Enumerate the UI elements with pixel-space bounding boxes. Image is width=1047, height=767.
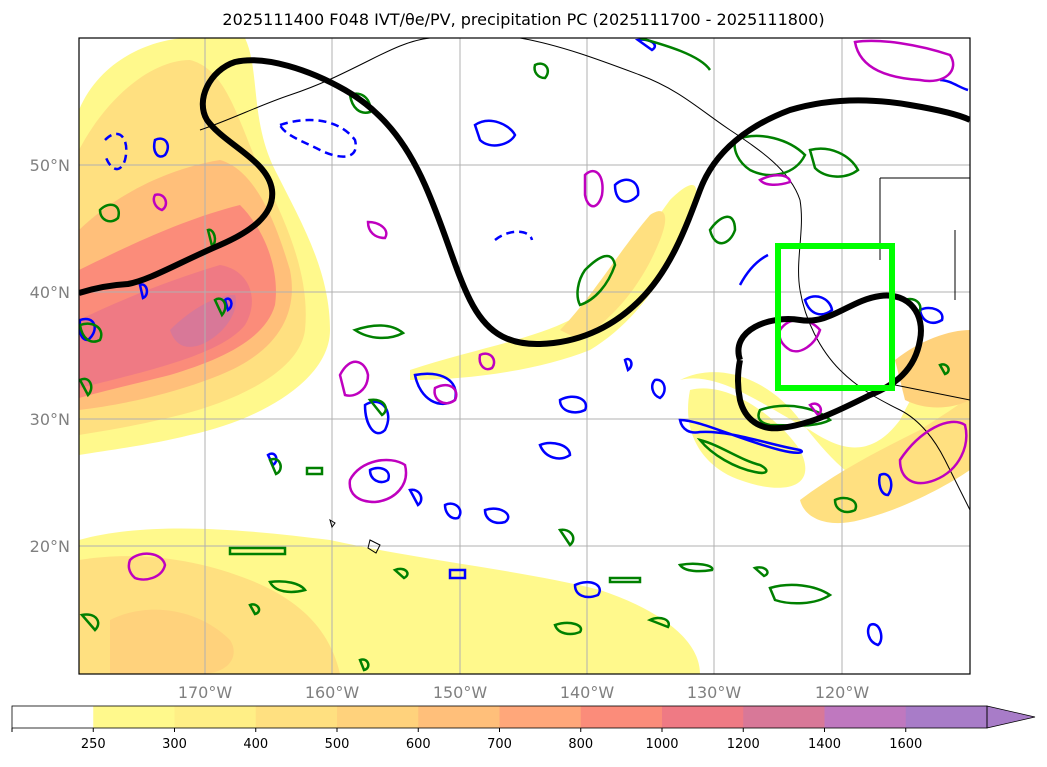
- colorbar-extend-arrow: [986, 705, 1036, 729]
- colorbar-swatches: [12, 706, 988, 728]
- colorbar-tick-label: 1000: [645, 737, 678, 752]
- region-highlight-box: [775, 243, 895, 391]
- colorbar-tick-label: 600: [406, 737, 431, 752]
- lon-label-120w: 120°W: [815, 683, 870, 702]
- colorbar-tick-label: 300: [162, 737, 187, 752]
- colorbar-swatch: [12, 706, 94, 728]
- colorbar-tick-label: 250: [81, 737, 106, 752]
- colorbar-tick-label: 700: [487, 737, 512, 752]
- colorbar-tick-label: 800: [568, 737, 593, 752]
- colorbar-swatch: [580, 706, 663, 728]
- latitude-labels: 50°N 40°N 30°N 20°N: [30, 156, 70, 556]
- colorbar-swatch: [662, 706, 744, 728]
- colorbar: 250 300 400 500 600 700 800 1000 1200 1400 1600: [11, 705, 1036, 752]
- figure-title: 2025111400 F048 IVT/θe/PV, precipitation…: [222, 10, 825, 29]
- lat-label-40: 40°N: [30, 283, 70, 302]
- colorbar-ticks: 250 300 400 500 600 700 800 1000 1200 1400 1600: [11, 728, 922, 752]
- lon-label-160w: 160°W: [305, 683, 360, 702]
- map-content: [79, 38, 970, 674]
- theta-e-thick: [79, 57, 970, 432]
- colorbar-swatch: [743, 706, 825, 728]
- colorbar-tick-label: 1600: [889, 737, 922, 752]
- colorbar-tick-label: 1200: [727, 737, 760, 752]
- lon-label-130w: 130°W: [687, 683, 742, 702]
- longitude-labels: 170°W 160°W 150°W 140°W 130°W 120°W: [178, 683, 870, 702]
- lon-label-150w: 150°W: [433, 683, 488, 702]
- colorbar-swatch: [93, 706, 175, 728]
- lon-label-140w: 140°W: [560, 683, 615, 702]
- lat-label-50: 50°N: [30, 156, 70, 175]
- colorbar-tick-label: 400: [243, 737, 268, 752]
- colorbar-tick-label: 1400: [808, 737, 841, 752]
- colorbar-swatch: [255, 706, 338, 728]
- lat-label-30: 30°N: [30, 410, 70, 429]
- pv-contours: [79, 38, 969, 647]
- colorbar-swatch: [905, 706, 988, 728]
- lon-label-170w: 170°W: [178, 683, 233, 702]
- lat-label-20: 20°N: [30, 537, 70, 556]
- colorbar-tick-label: 500: [325, 737, 350, 752]
- coastlines: [199, 38, 970, 554]
- colorbar-swatch: [337, 706, 419, 728]
- precip-contours: [127, 39, 968, 581]
- colorbar-swatch: [824, 706, 907, 728]
- colorbar-swatch: [418, 706, 500, 728]
- colorbar-swatch: [499, 706, 582, 728]
- map-border: [78, 37, 971, 675]
- colorbar-swatch: [174, 706, 257, 728]
